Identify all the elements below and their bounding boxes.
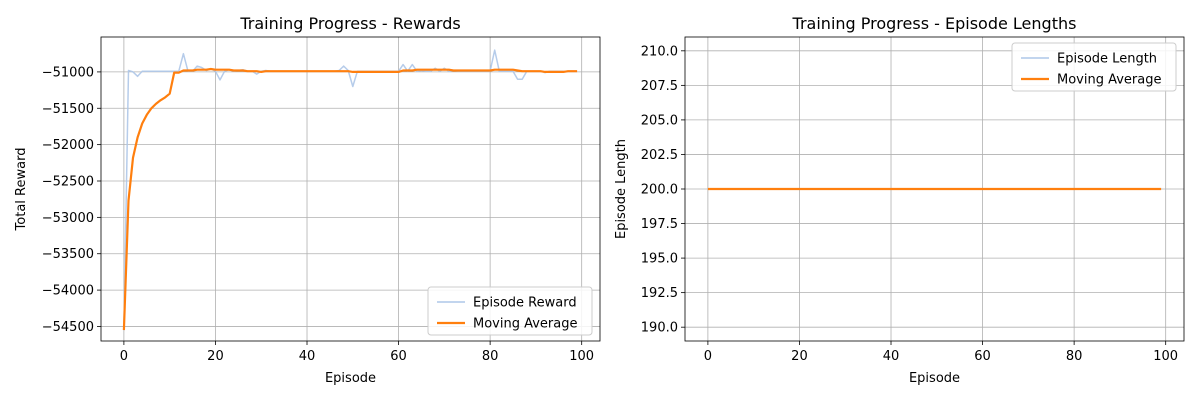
legend: Episode Length Moving Average xyxy=(1011,42,1177,92)
y-tick-label-4: −52500 xyxy=(42,175,94,190)
legend-label-2: Moving Average xyxy=(473,317,577,332)
legend-box xyxy=(1011,42,1177,92)
x-tick-label-1: 20 xyxy=(791,349,808,364)
y-axis-label: Total Reward xyxy=(14,148,29,232)
y-tick-label-3: −53000 xyxy=(42,211,94,226)
x-axis-label: Episode xyxy=(909,371,960,386)
plot-frame xyxy=(100,36,601,342)
chart-title: Training Progress - Episode Lengths xyxy=(792,14,1077,33)
legend-label-2: Moving Average xyxy=(1057,73,1161,88)
y-tick-label-1: 192.5 xyxy=(641,286,678,301)
x-tick-label-3: 60 xyxy=(390,349,407,364)
series-line-raw xyxy=(123,49,578,331)
x-tick-label-3: 60 xyxy=(974,349,991,364)
x-tick-label-4: 80 xyxy=(482,349,499,364)
chart-title: Training Progress - Rewards xyxy=(239,14,460,33)
y-tick-label-1: −54000 xyxy=(42,284,94,299)
y-tick-label-8: 210.0 xyxy=(641,44,678,59)
x-tick-label-2: 40 xyxy=(299,349,316,364)
x-tick-label-4: 80 xyxy=(1066,349,1083,364)
y-tick-label-2: 195.0 xyxy=(641,252,678,267)
legend-label-1: Episode Reward xyxy=(473,296,577,311)
y-tick-label-4: 200.0 xyxy=(641,183,678,198)
chart-panel-1: 0 20 40 60 80 100 −54500 −54000 −53500 −53000 −525… xyxy=(14,14,601,386)
y-tick-label-0: 190.0 xyxy=(641,321,678,336)
y-tick-label-0: −54500 xyxy=(42,320,94,335)
x-tick-label-1: 20 xyxy=(207,349,224,364)
y-tick-label-6: 205.0 xyxy=(641,113,678,128)
y-tick-label-3: 197.5 xyxy=(641,217,678,232)
y-tick-label-5: 202.5 xyxy=(641,148,678,163)
x-tick-label-5: 100 xyxy=(1153,349,1178,364)
y-tick-label-6: −51500 xyxy=(42,102,94,117)
chart-panel-2: 0 20 40 60 80 100 190.0 192.5 195.0 197.5 200.0 202… xyxy=(614,14,1185,386)
x-axis-label: Episode xyxy=(325,371,376,386)
y-tick-label-5: −52000 xyxy=(42,138,94,153)
y-tick-label-7: −51000 xyxy=(42,65,94,80)
series-line-moving-average xyxy=(122,67,578,331)
legend: Episode Reward Moving Average xyxy=(427,286,593,336)
x-tick-label-0: 0 xyxy=(704,349,712,364)
x-tick-label-2: 40 xyxy=(883,349,900,364)
x-tick-label-5: 100 xyxy=(569,349,594,364)
x-tick-label-0: 0 xyxy=(120,349,128,364)
y-axis-label: Episode Length xyxy=(614,139,629,239)
y-tick-label-7: 207.5 xyxy=(641,79,678,94)
legend-box xyxy=(427,286,593,336)
y-tick-label-2: −53500 xyxy=(42,247,94,262)
legend-label-1: Episode Length xyxy=(1057,52,1157,67)
